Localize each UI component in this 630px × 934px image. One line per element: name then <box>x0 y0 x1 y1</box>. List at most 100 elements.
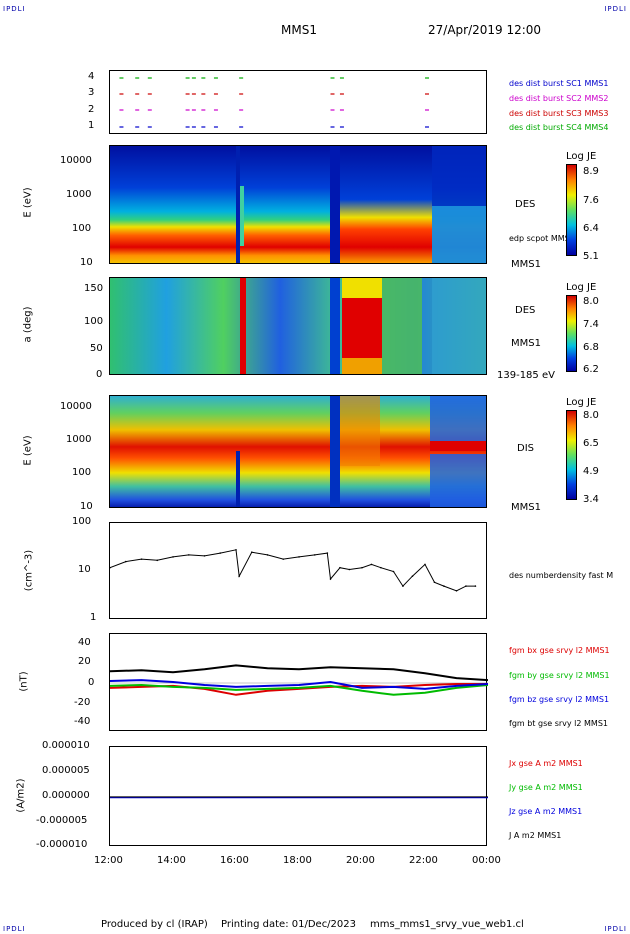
density-point-5 <box>187 554 190 556</box>
density-point-10 <box>250 551 253 553</box>
time-tick-2200: 22:00 <box>409 855 438 866</box>
des-energy-cbar-tick-2: 6.4 <box>583 223 599 234</box>
time-tick-1600: 16:00 <box>220 855 249 866</box>
density-point-11 <box>266 554 269 556</box>
density-ytick-1: 1 <box>90 612 97 623</box>
burst-legend-sc4: des dist burst SC4 MMS4 <box>509 123 609 132</box>
density-point-20 <box>370 563 373 566</box>
dis-energy-cbar-title: Log JE <box>566 397 597 408</box>
des-pitch-ylabel: a (deg) <box>22 306 34 343</box>
bfield-legend-by: fgm by gse srvy l2 MMS1 <box>509 671 610 680</box>
bfield-legend-bt: fgm bt gse srvy l2 MMS1 <box>509 719 608 728</box>
des-energy-cbar-tick-3: 5.1 <box>583 251 599 262</box>
density-point-9 <box>238 575 240 578</box>
density-point-2 <box>140 558 143 560</box>
density-point-24 <box>411 575 414 578</box>
current-ylabel: (A/m2) <box>15 778 27 813</box>
current-ytick-0: 0.000010 <box>42 740 90 751</box>
burst-ytick-4: 4 <box>88 71 95 82</box>
density-point-21 <box>380 566 382 569</box>
burst-legend-sc1: des dist burst SC1 MMS1 <box>509 79 609 88</box>
density-point-0 <box>110 566 111 569</box>
dis-energy-ytick-100: 100 <box>72 467 92 478</box>
current-ytick-1: 0.000005 <box>42 765 90 776</box>
density-point-26 <box>433 581 436 584</box>
dis-energy-cbar-tick-0: 8.0 <box>583 410 599 421</box>
density-point-1 <box>124 560 127 563</box>
burst-panel <box>109 70 487 134</box>
current-legend-jx: Jx gse A m2 MMS1 <box>509 759 583 768</box>
burst-ytick-1: 1 <box>88 120 95 131</box>
density-point-6 <box>203 555 206 557</box>
des-energy-spectrogram <box>109 145 487 264</box>
density-point-15 <box>326 552 329 554</box>
density-series-line <box>110 549 476 592</box>
dis-energy-cbar-tick-1: 6.5 <box>583 438 599 449</box>
des-energy-cbar-title: Log JE <box>566 151 597 162</box>
bfield-ytick-0: 0 <box>88 677 95 688</box>
density-ylabel: (cm^-3) <box>23 549 35 592</box>
des-energy-colorbar <box>566 164 577 256</box>
des-energy-ytick-1000: 1000 <box>66 189 92 200</box>
des-energy-overlay-label: edp scpot MMS1 <box>509 234 575 243</box>
density-point-8 <box>235 549 237 551</box>
density-point-7 <box>219 552 222 554</box>
des-energy-cbar-tick-1: 7.6 <box>583 195 599 206</box>
des-pitch-ytick-100: 100 <box>84 316 104 327</box>
current-ytick-3: -0.000005 <box>36 815 88 826</box>
density-point-4 <box>172 556 174 558</box>
time-tick-1200: 12:00 <box>94 855 123 866</box>
density-point-16 <box>329 578 332 580</box>
footer-produced-by: Produced by cl (IRAP) <box>101 919 208 930</box>
bfield-ytick-20: 20 <box>78 656 91 667</box>
density-point-22 <box>392 570 395 573</box>
density-panel <box>109 522 487 619</box>
burst-legend-sc3: des dist burst SC3 MMS3 <box>509 109 609 118</box>
current-ytick-4: -0.000010 <box>36 839 88 850</box>
bfield-series-1 <box>110 683 488 696</box>
density-point-12 <box>282 558 285 560</box>
dis-energy-ytick-10: 10 <box>80 501 93 512</box>
density-point-23 <box>402 585 404 587</box>
corner-label-bottom-right: IPDLI <box>604 925 627 933</box>
density-point-30 <box>474 585 477 587</box>
current-plot-svg <box>110 796 488 799</box>
density-point-19 <box>361 566 363 569</box>
current-legend-j: J A m2 MMS1 <box>509 831 562 840</box>
des-pitch-svg <box>110 278 486 374</box>
bfield-legend-bx: fgm bx gse srvy l2 MMS1 <box>509 646 610 655</box>
datetime-title: 27/Apr/2019 12:00 <box>428 23 542 37</box>
des-pitch-ytick-150: 150 <box>84 283 104 294</box>
current-legend-jy: Jy gse A m2 MMS1 <box>509 783 583 792</box>
dis-energy-label: DIS <box>517 443 534 454</box>
corner-label-bottom-left: IPDLI <box>3 925 26 933</box>
density-plot-svg <box>110 549 477 592</box>
density-point-13 <box>298 556 300 558</box>
density-ytick-100: 100 <box>72 516 92 527</box>
des-pitch-cbar-tick-0: 8.0 <box>583 296 599 307</box>
bfield-plot-svg <box>110 664 488 696</box>
density-point-18 <box>348 568 351 571</box>
des-pitch-range-label: 139-185 eV <box>497 370 555 381</box>
des-pitch-colorbar <box>566 295 577 372</box>
time-tick-0000: 00:00 <box>472 855 501 866</box>
footer-file: mms_mms1_srvy_vue_web1.cl <box>370 919 524 930</box>
des-pitch-cbar-tick-3: 6.2 <box>583 364 599 375</box>
des-energy-cbar-tick-0: 8.9 <box>583 166 599 177</box>
des-energy-svg <box>110 146 486 263</box>
time-tick-2000: 20:00 <box>346 855 375 866</box>
bfield-ytick-40: 40 <box>78 637 91 648</box>
dis-energy-colorbar <box>566 410 577 500</box>
current-ytick-2: 0.000000 <box>42 790 90 801</box>
des-pitch-cbar-tick-2: 6.8 <box>583 342 599 353</box>
bfield-panel <box>109 633 488 731</box>
density-point-3 <box>156 559 159 562</box>
spacecraft-title: MMS1 <box>281 23 317 37</box>
des-energy-ylabel: E (eV) <box>22 187 34 218</box>
burst-marks-svg <box>119 77 429 128</box>
des-energy-ytick-10: 10 <box>80 257 93 268</box>
dis-energy-cbar-tick-2: 4.9 <box>583 466 599 477</box>
bfield-ylabel: (nT) <box>18 671 30 692</box>
burst-ytick-3: 3 <box>88 87 95 98</box>
corner-label-top-right: IPDLI <box>604 5 627 13</box>
